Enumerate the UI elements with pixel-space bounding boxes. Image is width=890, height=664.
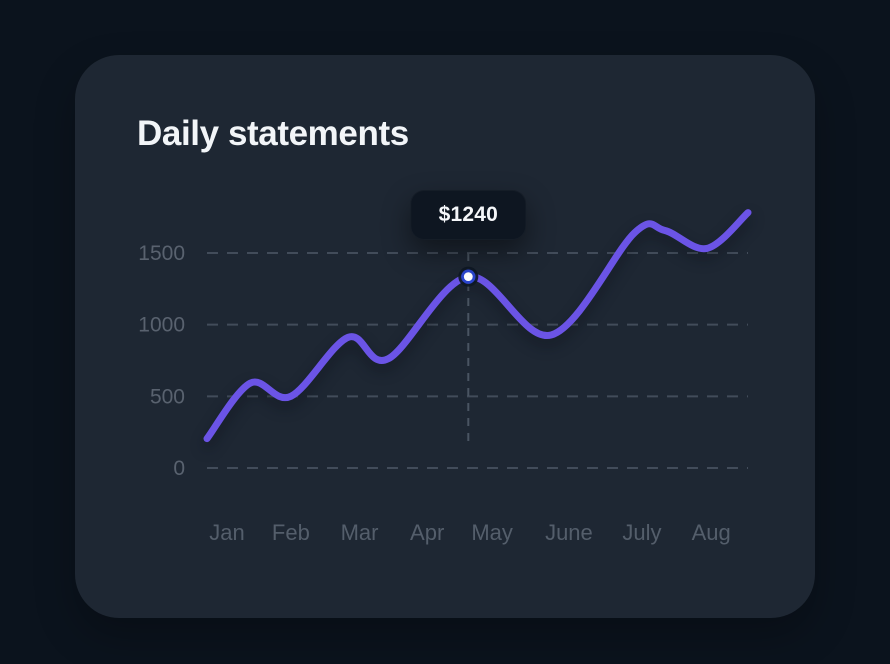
- x-axis-label-feb: Feb: [272, 520, 310, 545]
- daily-statements-card: Daily statements 0 500 1000 1500 Jan Feb Mar Ap…: [75, 55, 815, 618]
- x-axis-label-june: June: [545, 520, 593, 545]
- y-tick-label-500: 500: [150, 385, 185, 408]
- x-axis-label-july: July: [622, 520, 661, 545]
- line-chart-canvas[interactable]: 0 500 1000 1500 Jan Feb Mar Apr May June July Aug: [75, 55, 815, 618]
- value-tooltip: $1240: [410, 190, 526, 240]
- y-tick-label-0: 0: [173, 457, 185, 480]
- x-axis-label-aug: Aug: [692, 520, 731, 545]
- x-axis-label-mar: Mar: [341, 520, 379, 545]
- x-axis-label-may: May: [471, 520, 513, 545]
- x-axis-label-jan: Jan: [209, 520, 244, 545]
- x-axis-label-apr: Apr: [410, 520, 444, 545]
- y-tick-label-1000: 1000: [138, 314, 185, 337]
- y-tick-label-1500: 1500: [138, 242, 185, 265]
- tooltip-value-label: $1240: [438, 203, 498, 226]
- highlight-marker-dot[interactable]: [463, 272, 473, 282]
- card-title: Daily statements: [137, 114, 409, 153]
